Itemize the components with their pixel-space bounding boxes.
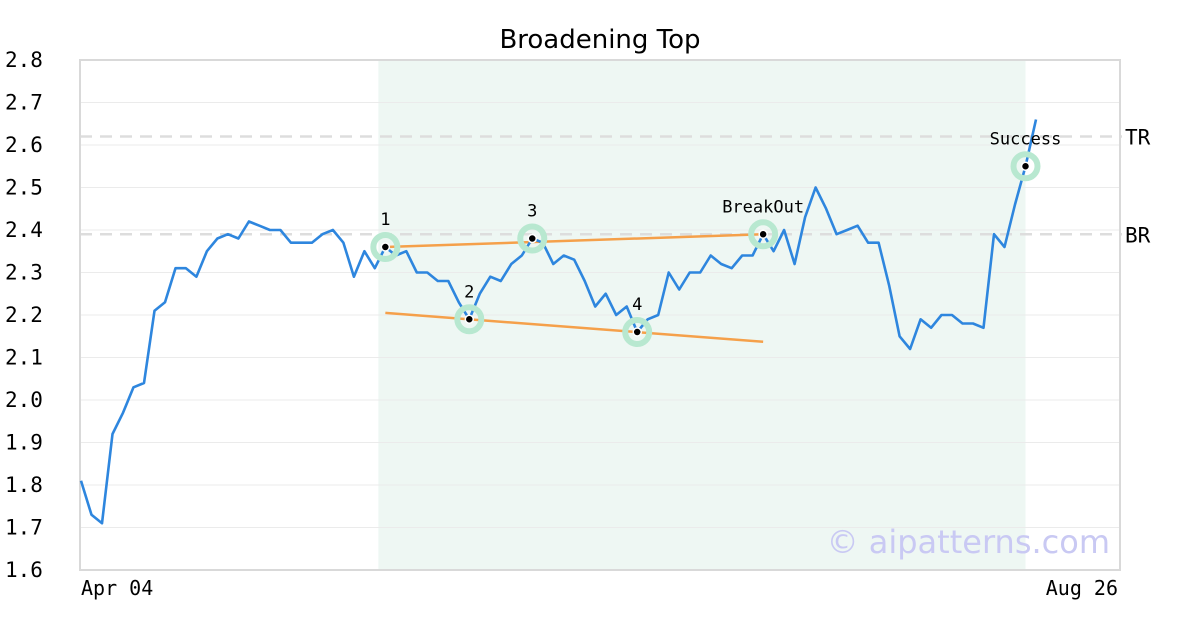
y-tick-label: 2.0: [5, 388, 43, 412]
y-tick-label: 2.3: [5, 261, 43, 285]
level-label-br: BR: [1125, 223, 1151, 247]
point-label-breakout: BreakOut: [722, 197, 804, 217]
x-tick-start: Apr 04: [81, 576, 153, 600]
point-label-4: 4: [632, 295, 642, 315]
point-marker-2: [464, 314, 475, 324]
point-halo-2: [454, 304, 485, 335]
watermark: © aipatterns.com: [827, 523, 1110, 561]
point-halo-4: [622, 317, 653, 347]
point-label-1: 1: [380, 210, 390, 230]
point-marker-1: [380, 242, 391, 252]
y-tick-label: 2.1: [5, 346, 43, 370]
y-tick-label: 2.5: [5, 176, 43, 200]
plot-frame: [79, 59, 1121, 571]
point-label-success: Success: [990, 129, 1062, 149]
y-tick-label: 1.6: [5, 558, 43, 582]
point-marker-4: [632, 327, 642, 337]
upper-trendline: [385, 233, 764, 249]
y-tick-label: 2.2: [5, 303, 43, 327]
x-tick-end: Aug 26: [1046, 576, 1118, 600]
level-label-tr: TR: [1125, 126, 1151, 150]
y-tick-label: 1.9: [5, 431, 43, 455]
y-axis-ticks: 1.6 1.7 1.8 1.9 2.0 2.1 2.2 2.3 2.4 2.5 2.6 2.7 2.8: [5, 48, 43, 582]
point-marker-success: [1020, 161, 1031, 171]
y-tick-label: 2.7: [5, 91, 43, 115]
y-tick-label: 1.8: [5, 473, 43, 497]
y-tick-label: 1.7: [5, 516, 43, 540]
point-marker-3: [527, 233, 538, 244]
point-halo-1: [370, 232, 401, 262]
point-marker-breakout: [758, 229, 768, 239]
point-halo-success: [1010, 151, 1041, 182]
pattern-points: 1 2 3 4 BreakOut Success: [370, 129, 1062, 347]
lower-trendline: [385, 311, 764, 344]
point-halo-3: [517, 223, 548, 254]
level-lines: TR BR: [80, 126, 1151, 247]
chart-title: Broadening Top: [499, 25, 700, 55]
point-halo-breakout: [748, 219, 779, 250]
point-label-3: 3: [527, 202, 537, 222]
trendlines: [385, 233, 764, 344]
price-line: [79, 119, 1038, 525]
point-label-2: 2: [464, 282, 474, 302]
y-tick-label: 2.6: [5, 133, 43, 157]
y-tick-label: 2.8: [5, 48, 43, 72]
y-tick-label: 2.4: [5, 218, 43, 242]
grid-lines: [80, 59, 1120, 571]
